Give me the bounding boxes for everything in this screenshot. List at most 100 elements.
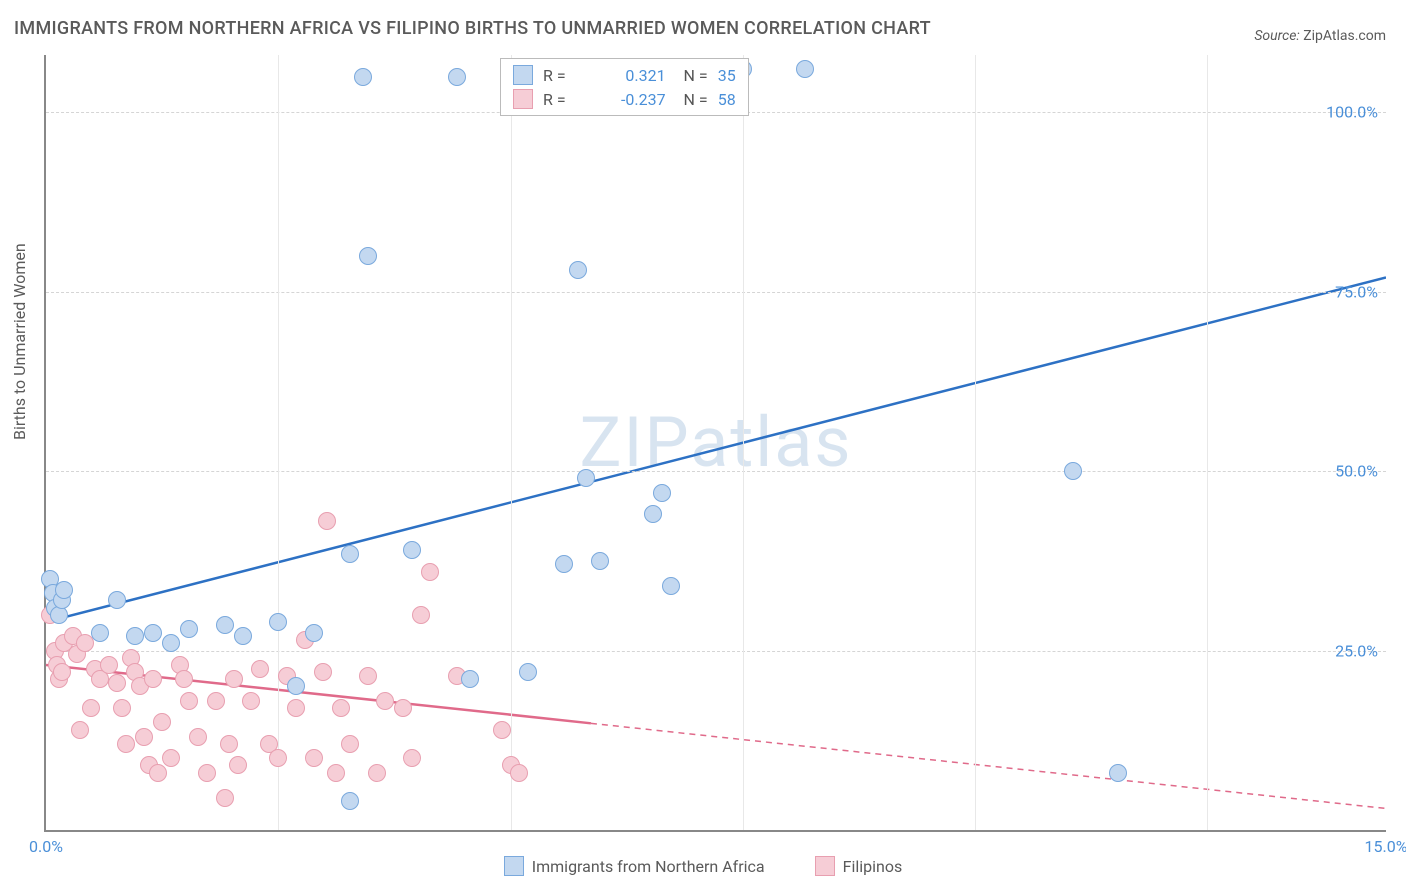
scatter-point xyxy=(796,60,814,78)
scatter-point xyxy=(493,721,511,739)
scatter-point xyxy=(108,674,126,692)
scatter-point xyxy=(305,749,323,767)
correlation-legend: R = 0.321 N = 35R = -0.237 N = 58 xyxy=(500,58,749,116)
scatter-point xyxy=(135,728,153,746)
trend-line-extrapolated xyxy=(591,723,1386,808)
stat-n-key: N = xyxy=(676,66,708,85)
scatter-point xyxy=(394,699,412,717)
scatter-point xyxy=(82,699,100,717)
scatter-point xyxy=(327,764,345,782)
y-axis-label: Births to Unmarried Women xyxy=(10,243,29,440)
scatter-point xyxy=(403,749,421,767)
source-attribution: Source: ZipAtlas.com xyxy=(1254,28,1386,44)
legend-item: Immigrants from Northern Africa xyxy=(504,856,765,876)
legend-swatch xyxy=(815,856,835,876)
scatter-point xyxy=(113,699,131,717)
scatter-point xyxy=(332,699,350,717)
stat-r-value: -0.237 xyxy=(576,90,666,109)
gridline-h xyxy=(46,292,1386,293)
scatter-point xyxy=(314,663,332,681)
scatter-point xyxy=(519,663,537,681)
scatter-point xyxy=(225,670,243,688)
trend-line xyxy=(46,277,1386,621)
correlation-row: R = -0.237 N = 58 xyxy=(501,87,748,111)
scatter-point xyxy=(153,713,171,731)
scatter-point xyxy=(341,735,359,753)
scatter-point xyxy=(577,469,595,487)
scatter-point xyxy=(162,749,180,767)
scatter-point xyxy=(269,613,287,631)
scatter-point xyxy=(569,261,587,279)
scatter-point xyxy=(269,749,287,767)
scatter-point xyxy=(175,670,193,688)
y-tick-label: 75.0% xyxy=(1335,282,1378,301)
chart-title: IMMIGRANTS FROM NORTHERN AFRICA VS FILIP… xyxy=(14,18,931,39)
correlation-row: R = 0.321 N = 35 xyxy=(501,63,748,87)
scatter-point xyxy=(1109,764,1127,782)
scatter-point xyxy=(100,656,118,674)
scatter-point xyxy=(1064,462,1082,480)
scatter-point xyxy=(126,627,144,645)
scatter-point xyxy=(448,68,466,86)
scatter-point xyxy=(180,692,198,710)
scatter-point xyxy=(216,616,234,634)
stat-r-key: R = xyxy=(543,90,566,109)
x-tick-label: 0.0% xyxy=(29,837,63,856)
scatter-point xyxy=(461,670,479,688)
x-tick-label: 15.0% xyxy=(1365,837,1406,856)
y-tick-label: 25.0% xyxy=(1335,641,1378,660)
scatter-point xyxy=(220,735,238,753)
scatter-point xyxy=(359,247,377,265)
stat-n-value: 35 xyxy=(718,66,736,85)
scatter-point xyxy=(149,764,167,782)
scatter-point xyxy=(189,728,207,746)
scatter-point xyxy=(591,552,609,570)
gridline-h xyxy=(46,471,1386,472)
legend-swatch xyxy=(513,65,533,85)
legend-swatch xyxy=(504,856,524,876)
scatter-point xyxy=(144,670,162,688)
scatter-point xyxy=(305,624,323,642)
series-legend: Immigrants from Northern Africa Filipinos xyxy=(0,856,1406,876)
scatter-point xyxy=(53,663,71,681)
scatter-point xyxy=(510,764,528,782)
scatter-point xyxy=(421,563,439,581)
scatter-point xyxy=(55,581,73,599)
scatter-point xyxy=(198,764,216,782)
chart-container: IMMIGRANTS FROM NORTHERN AFRICA VS FILIP… xyxy=(0,0,1406,892)
source-label: Source: xyxy=(1254,28,1303,44)
gridline-v xyxy=(278,55,279,830)
scatter-point xyxy=(662,577,680,595)
scatter-point xyxy=(144,624,162,642)
scatter-point xyxy=(229,756,247,774)
scatter-point xyxy=(359,667,377,685)
scatter-point xyxy=(216,789,234,807)
y-tick-label: 100.0% xyxy=(1326,103,1378,122)
scatter-point xyxy=(341,545,359,563)
scatter-point xyxy=(117,735,135,753)
stat-r-key: R = xyxy=(543,66,566,85)
scatter-point xyxy=(644,505,662,523)
trend-lines-svg xyxy=(46,55,1386,830)
scatter-point xyxy=(207,692,225,710)
gridline-h xyxy=(46,651,1386,652)
scatter-point xyxy=(341,792,359,810)
scatter-point xyxy=(91,624,109,642)
gridline-v xyxy=(1207,55,1208,830)
scatter-point xyxy=(162,634,180,652)
scatter-point xyxy=(403,541,421,559)
scatter-point xyxy=(354,68,372,86)
legend-label: Filipinos xyxy=(843,857,903,876)
plot-area: ZIPatlas 25.0%50.0%75.0%100.0%0.0%15.0% xyxy=(44,55,1386,832)
legend-swatch xyxy=(513,89,533,109)
scatter-point xyxy=(242,692,260,710)
scatter-point xyxy=(108,591,126,609)
stat-n-key: N = xyxy=(676,90,708,109)
scatter-point xyxy=(318,512,336,530)
scatter-point xyxy=(251,660,269,678)
scatter-point xyxy=(376,692,394,710)
source-value: ZipAtlas.com xyxy=(1303,28,1386,44)
scatter-point xyxy=(653,484,671,502)
gridline-v xyxy=(511,55,512,830)
y-tick-label: 50.0% xyxy=(1335,462,1378,481)
